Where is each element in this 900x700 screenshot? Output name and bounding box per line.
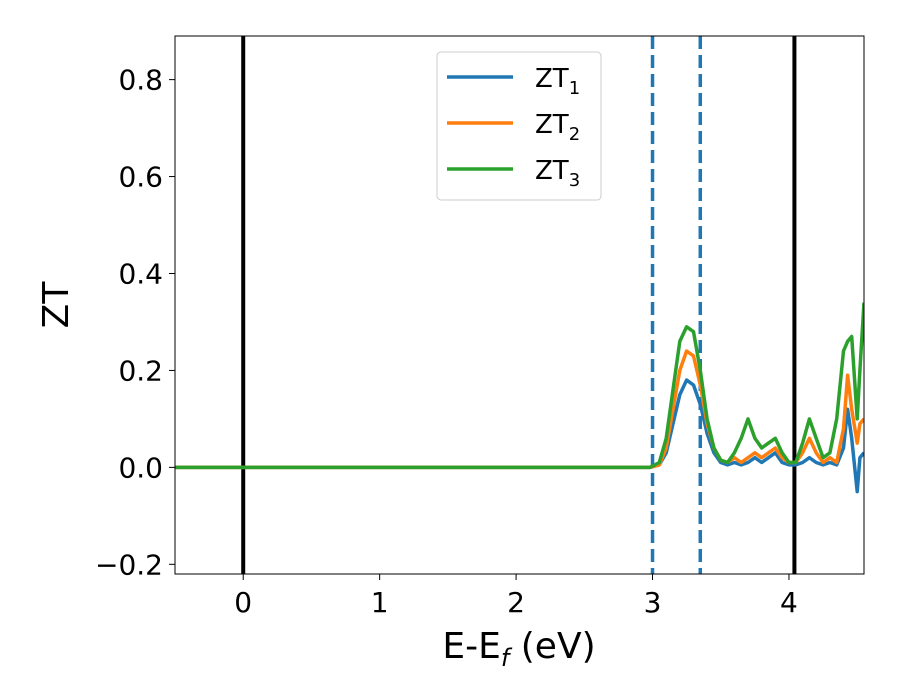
series-lines xyxy=(175,302,864,494)
series-line-3 xyxy=(175,302,864,470)
y-axis-label: ZT xyxy=(36,281,77,329)
y-tick-label-3: 0.4 xyxy=(118,257,163,290)
y-tick-label-0: −0.2 xyxy=(95,548,163,581)
legend: ZT1 ZT2 ZT3 xyxy=(436,51,602,201)
y-axis-ticks: −0.2 0.0 0.2 0.4 0.6 0.8 xyxy=(95,64,175,581)
series-line-1 xyxy=(175,378,864,494)
series-line-2 xyxy=(175,349,864,470)
x-tick-label-4: 4 xyxy=(780,586,798,619)
x-axis-label-unit: (eV) xyxy=(509,626,595,667)
x-tick-label-0: 0 xyxy=(234,586,252,619)
legend-label-1: ZT1 xyxy=(535,64,580,99)
y-tick-label-1: 0.0 xyxy=(118,451,163,484)
legend-box xyxy=(436,51,602,201)
x-tick-label-2: 2 xyxy=(507,586,525,619)
legend-label-3: ZT3 xyxy=(535,156,580,191)
x-axis-ticks: 0 1 2 3 4 xyxy=(234,574,798,619)
x-axis-label: E-Ef (eV) xyxy=(442,626,595,672)
legend-label-2: ZT2 xyxy=(535,110,580,145)
y-tick-label-2: 0.2 xyxy=(118,354,163,387)
x-tick-label-3: 3 xyxy=(644,586,662,619)
y-tick-label-4: 0.6 xyxy=(118,161,163,194)
vertical-reference-lines xyxy=(241,36,797,574)
plot-frame xyxy=(174,35,865,575)
x-axis-label-main: E-E xyxy=(442,626,500,667)
legend-items: ZT1 ZT2 ZT3 xyxy=(447,64,580,191)
y-tick-label-5: 0.8 xyxy=(118,64,163,97)
x-tick-label-1: 1 xyxy=(371,586,389,619)
